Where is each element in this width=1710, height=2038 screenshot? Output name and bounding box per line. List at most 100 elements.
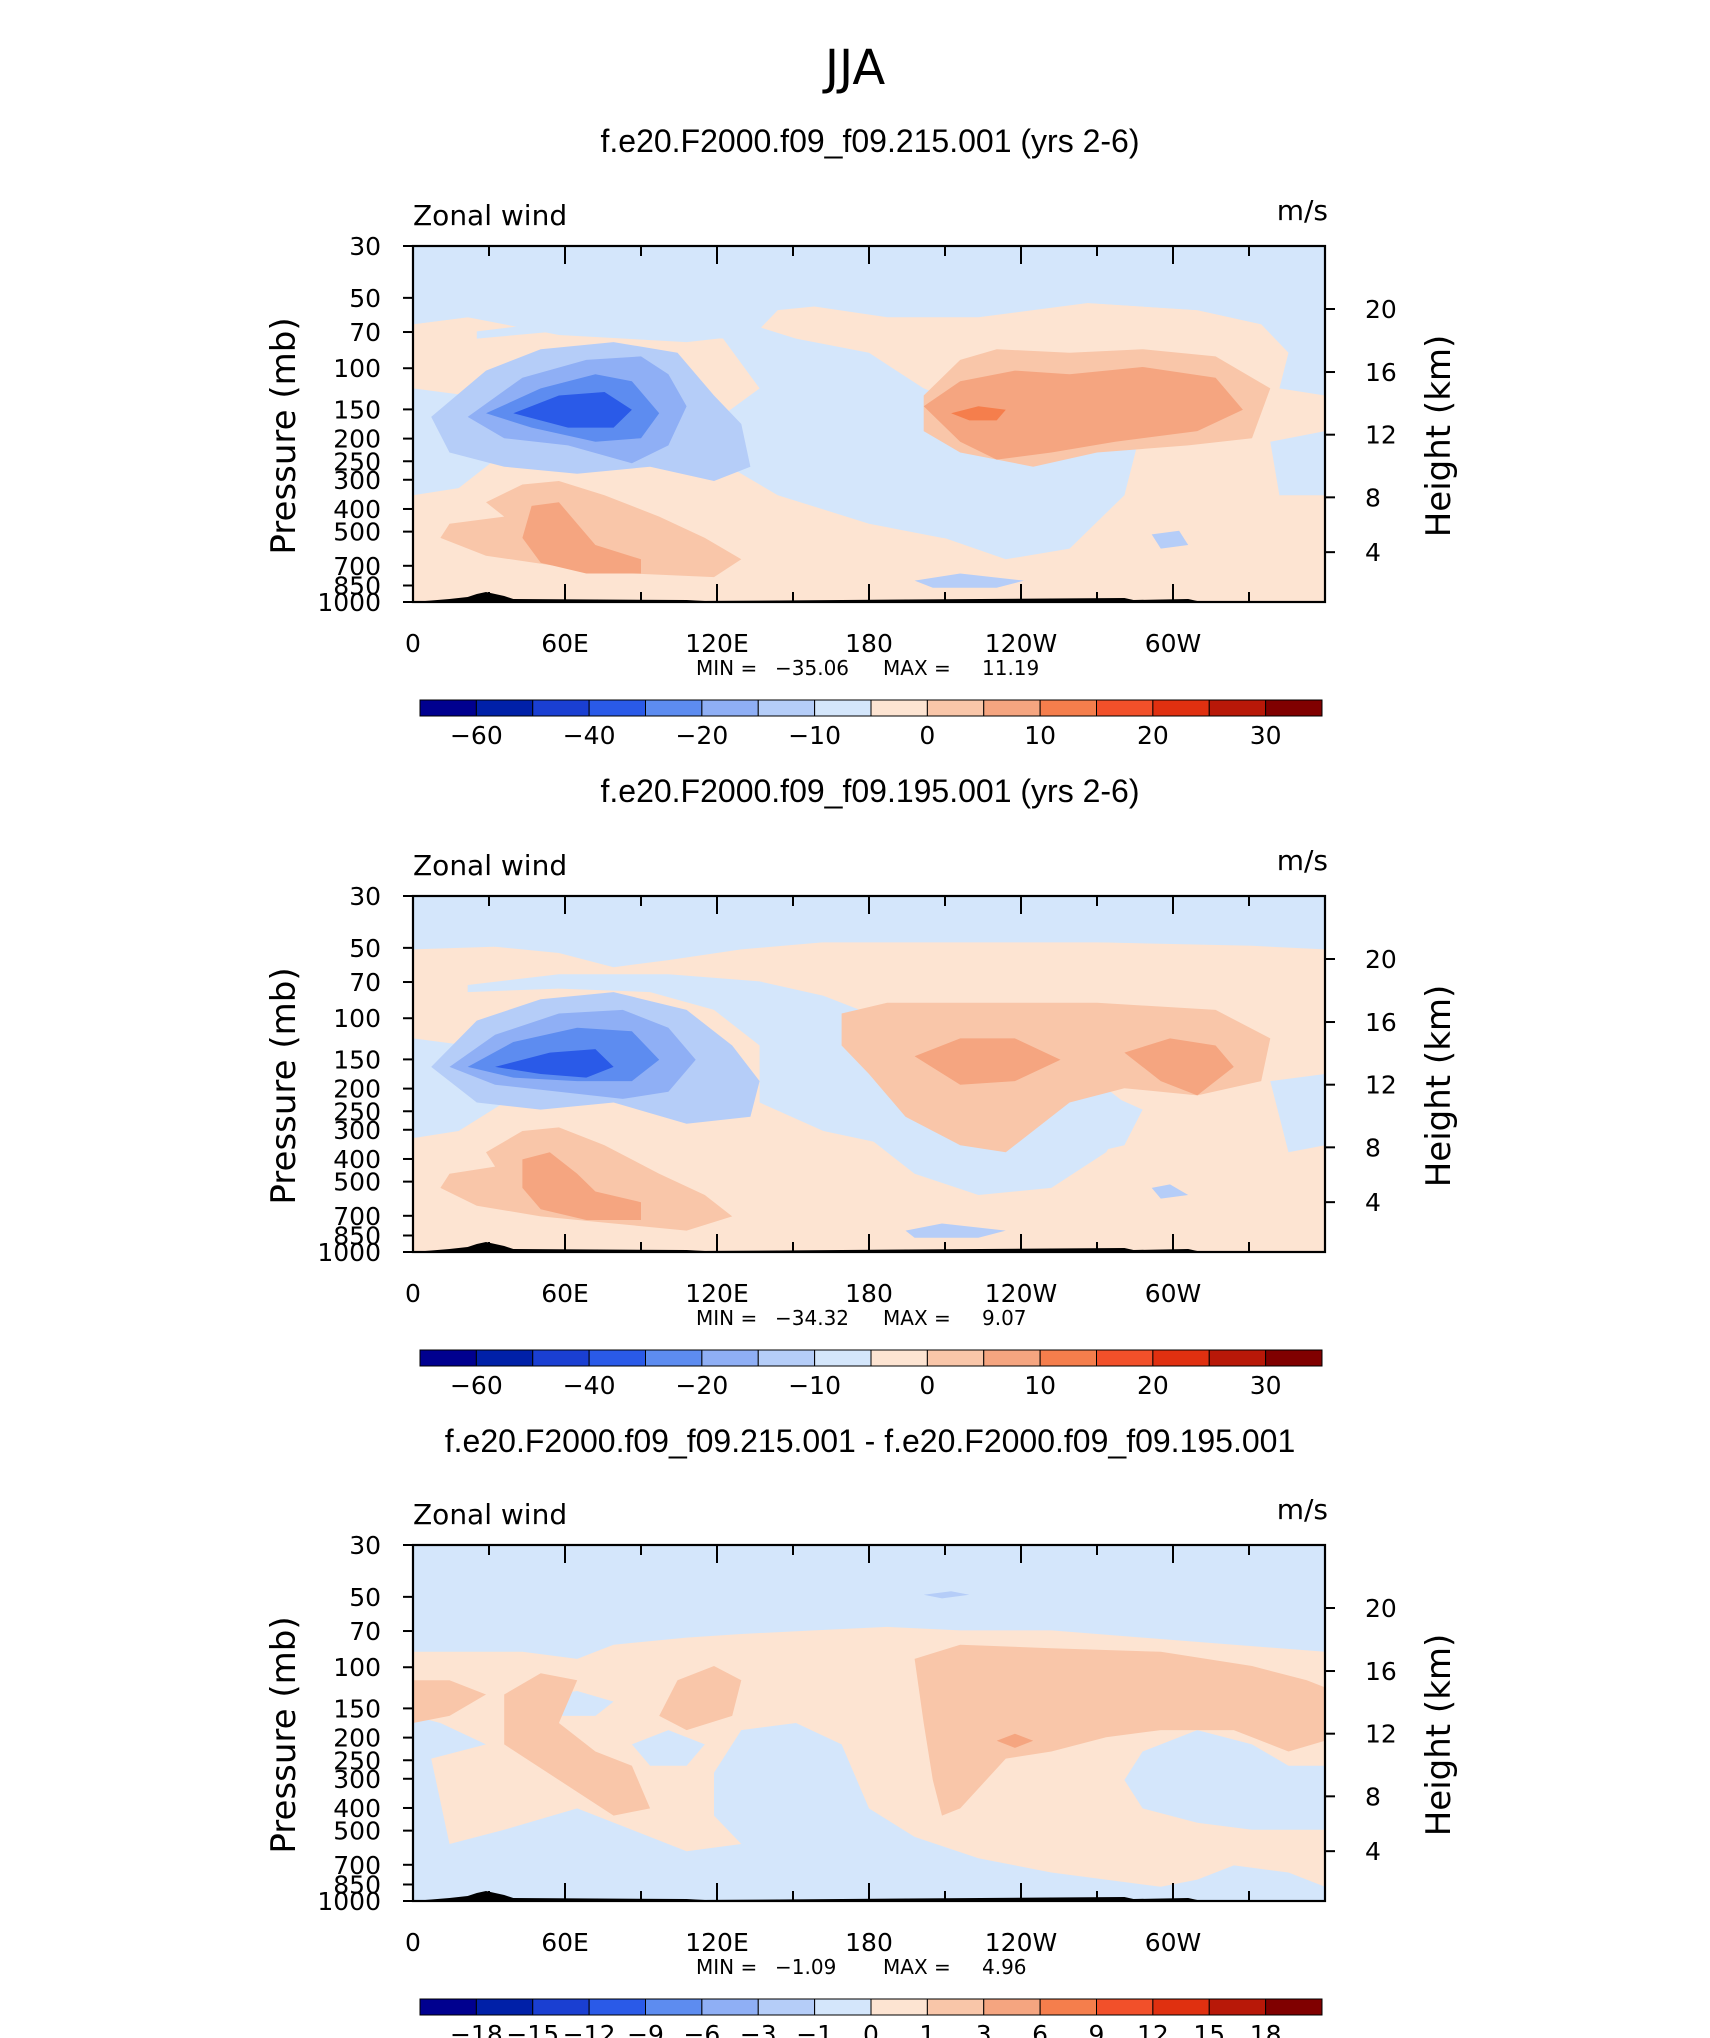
colorbar-swatch bbox=[475, 1998, 534, 2016]
x-tick-label: 180 bbox=[845, 629, 893, 658]
y-tick-label: 70 bbox=[349, 1617, 381, 1646]
colorbar-swatch bbox=[532, 1998, 590, 2016]
panel-title: f.e20.F2000.f09_f09.195.001 (yrs 2-6) bbox=[600, 773, 1139, 809]
y-tick-label: 500 bbox=[333, 1817, 381, 1846]
variable-label: Zonal wind bbox=[413, 199, 567, 232]
y-right-axis-title: Height (km) bbox=[1419, 985, 1459, 1188]
contour-region-2 bbox=[413, 896, 1325, 961]
min-value: −1.09 bbox=[775, 1955, 836, 1979]
colorbar-swatch bbox=[757, 1349, 816, 1367]
colorbar-swatch bbox=[926, 1349, 985, 1367]
y-tick-label: 250 bbox=[333, 447, 381, 476]
contour-region-14 bbox=[914, 1038, 1061, 1085]
chart-panel-3: f.e20.F2000.f09_f09.215.001 - f.e20.F200… bbox=[264, 1423, 1459, 2038]
panel-title: f.e20.F2000.f09_f09.215.001 (yrs 2-6) bbox=[600, 123, 1139, 159]
contour-region-16 bbox=[905, 1223, 1006, 1238]
colorbar-label: 20 bbox=[1137, 721, 1169, 750]
colorbar-swatch bbox=[475, 1349, 534, 1367]
colorbar-swatch bbox=[814, 1998, 872, 2016]
colorbar-label: 0 bbox=[863, 2020, 879, 2038]
y-right-tick-label: 4 bbox=[1365, 1188, 1381, 1217]
units-label: m/s bbox=[1277, 844, 1328, 877]
contour-field bbox=[413, 1545, 1325, 1901]
y-right-tick-label: 16 bbox=[1365, 358, 1397, 387]
contour-region-10 bbox=[495, 1049, 614, 1078]
y-right-tick-label: 20 bbox=[1365, 945, 1397, 974]
contour-region-5 bbox=[1270, 431, 1325, 496]
y-right-tick-label: 12 bbox=[1365, 421, 1397, 450]
colorbar-swatch bbox=[757, 1998, 816, 2016]
x-tick-label: 0 bbox=[405, 1279, 421, 1308]
y-tick-label: 150 bbox=[333, 1045, 381, 1074]
colorbar-swatch bbox=[701, 1349, 759, 1367]
contour-region-8 bbox=[914, 1644, 1325, 1816]
colorbar-label: 6 bbox=[1032, 2020, 1048, 2038]
colorbar-label: −60 bbox=[450, 721, 503, 750]
x-tick-label: 60E bbox=[541, 629, 589, 658]
chart-panel-2: f.e20.F2000.f09_f09.195.001 (yrs 2-6) 30 5… bbox=[264, 773, 1459, 1400]
x-tick-label: 120W bbox=[985, 629, 1057, 658]
contour-region-11 bbox=[440, 481, 742, 578]
min-label: MIN = bbox=[696, 656, 757, 680]
y-tick-label: 100 bbox=[333, 1653, 381, 1682]
contour-region-15 bbox=[951, 406, 1006, 421]
colorbar-label: −9 bbox=[627, 2020, 664, 2038]
max-label: MAX = bbox=[883, 1306, 951, 1330]
colorbar-swatch bbox=[983, 1349, 1041, 1367]
colorbar-label: 0 bbox=[919, 721, 935, 750]
contour-field bbox=[413, 246, 1325, 602]
y-tick-label: 200 bbox=[333, 1075, 381, 1104]
colorbar-label: −40 bbox=[563, 1371, 616, 1400]
y-right-tick-label: 8 bbox=[1365, 483, 1381, 512]
y-axis-title: Pressure (mb) bbox=[264, 1616, 304, 1853]
colorbar-swatch bbox=[588, 1998, 646, 2016]
x-tick-label: 180 bbox=[845, 1928, 893, 1957]
figure-title: JJA bbox=[824, 40, 886, 96]
colorbar-label: 3 bbox=[976, 2020, 992, 2038]
y-tick-label: 500 bbox=[333, 518, 381, 547]
max-value: 11.19 bbox=[982, 656, 1039, 680]
colorbar-swatch bbox=[645, 699, 703, 717]
colorbar-swatch bbox=[1152, 1349, 1210, 1367]
colorbar-label: −10 bbox=[788, 721, 841, 750]
y-tick-label: 850 bbox=[333, 1222, 381, 1251]
colorbar-swatch bbox=[870, 699, 928, 717]
colorbar-swatch bbox=[1265, 1349, 1323, 1367]
contour-region-12 bbox=[522, 1152, 641, 1220]
units-label: m/s bbox=[1277, 1493, 1328, 1526]
x-tick-label: 180 bbox=[845, 1279, 893, 1308]
colorbar-label: −1 bbox=[796, 2020, 833, 2038]
x-tick-label: 60E bbox=[541, 1279, 589, 1308]
y-right-tick-label: 20 bbox=[1365, 1594, 1397, 1623]
y-tick-label: 400 bbox=[333, 1145, 381, 1174]
colorbar: −18 −15 −12 −9 −6 −3 −1 0 1 3 6 9 12 15 18 bbox=[419, 1998, 1323, 2038]
colorbar-swatch bbox=[588, 1349, 646, 1367]
colorbar-swatch bbox=[1096, 1349, 1154, 1367]
colorbar-swatch bbox=[419, 1349, 477, 1367]
colorbar-label: −60 bbox=[450, 1371, 503, 1400]
colorbar-label: −20 bbox=[675, 1371, 728, 1400]
colorbar-swatch bbox=[1096, 1998, 1154, 2016]
y-right-tick-label: 20 bbox=[1365, 295, 1397, 324]
colorbar-label: 30 bbox=[1250, 721, 1282, 750]
y-tick-label: 50 bbox=[349, 934, 381, 963]
max-value: 4.96 bbox=[982, 1955, 1027, 1979]
contour-region-9 bbox=[996, 1733, 1034, 1748]
y-axis-title: Pressure (mb) bbox=[264, 317, 304, 554]
y-tick-label: 300 bbox=[333, 466, 381, 495]
colorbar-label: 10 bbox=[1024, 1371, 1056, 1400]
colorbar-label: 0 bbox=[919, 1371, 935, 1400]
x-tick-label: 60W bbox=[1145, 1928, 1202, 1957]
y-right-tick-label: 12 bbox=[1365, 1720, 1397, 1749]
y-right-tick-label: 16 bbox=[1365, 1008, 1397, 1037]
colorbar-swatch bbox=[983, 699, 1041, 717]
y-tick-label: 700 bbox=[333, 1851, 381, 1880]
colorbar-swatch bbox=[1208, 1998, 1267, 2016]
colorbar-swatch bbox=[870, 1998, 928, 2016]
y-tick-label: 250 bbox=[333, 1746, 381, 1775]
contour-region-16 bbox=[914, 573, 1024, 588]
y-tick-label: 30 bbox=[349, 882, 381, 911]
min-value: −35.06 bbox=[775, 656, 849, 680]
y-right-axis-title: Height (km) bbox=[1419, 335, 1459, 538]
colorbar-swatch bbox=[419, 699, 477, 717]
